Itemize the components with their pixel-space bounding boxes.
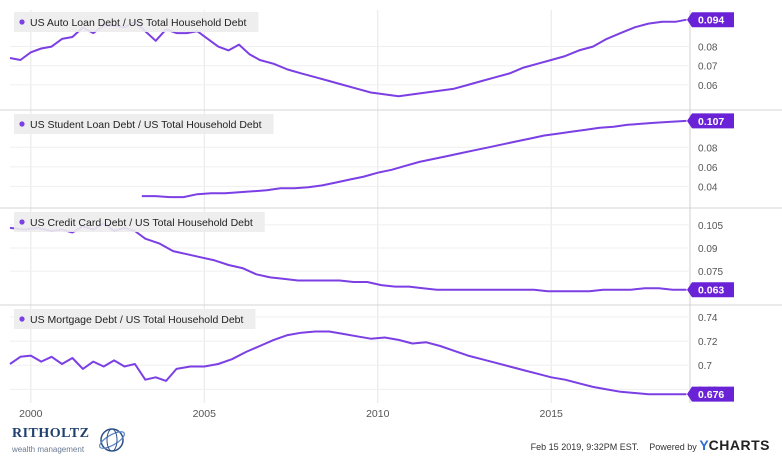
y-tick-label: 0.105 xyxy=(698,221,723,232)
series-title: US Auto Loan Debt / US Total Household D… xyxy=(30,17,246,29)
logo-subtitle: wealth management xyxy=(12,445,85,454)
title-label-background xyxy=(14,114,274,134)
timestamp: Feb 15 2019, 9:32PM EST. xyxy=(530,442,639,452)
footer-attribution: Feb 15 2019, 9:32PM EST. Powered by YCHA… xyxy=(531,437,770,453)
y-tick-label: 0.09 xyxy=(698,244,718,255)
legend-dot-icon xyxy=(19,121,25,127)
last-value-badge xyxy=(687,113,734,129)
powered-by-text: Powered by xyxy=(649,442,697,452)
chart-svg: 0.06 0.07 0.08 US Auto Loan Debt / US Total… xyxy=(0,10,782,420)
y-tick-label: 0.72 xyxy=(698,337,718,348)
x-tick-label: 2000 xyxy=(19,408,43,420)
last-value-badge xyxy=(687,282,734,298)
last-value-label: 0.063 xyxy=(698,285,724,297)
last-value-badge xyxy=(687,386,734,402)
x-tick-label: 2015 xyxy=(540,408,564,420)
y-tick-label: 0.08 xyxy=(698,43,718,54)
ycharts-logo-text: CHARTS xyxy=(708,437,770,453)
y-tick-label: 0.075 xyxy=(698,267,723,278)
y-tick-label: 0.7 xyxy=(698,361,712,372)
last-value-label: 0.094 xyxy=(698,15,724,27)
x-tick-label: 2005 xyxy=(193,408,217,420)
ycharts-logo-y: Y xyxy=(699,437,709,453)
y-tick-label: 0.74 xyxy=(698,313,718,324)
y-tick-label: 0.07 xyxy=(698,62,718,73)
series-title: US Mortgage Debt / US Total Household De… xyxy=(30,314,244,326)
title-label-background xyxy=(14,212,265,232)
y-tick-label: 0.06 xyxy=(698,81,718,92)
last-value-badge xyxy=(687,12,734,28)
globe-logo-icon xyxy=(99,428,125,452)
series-line xyxy=(9,330,687,396)
x-tick-label: 2010 xyxy=(366,408,390,420)
title-label-background xyxy=(14,309,256,329)
legend-dot-icon xyxy=(19,219,25,225)
series-title: US Student Loan Debt / US Total Househol… xyxy=(30,119,262,131)
series-line xyxy=(141,119,687,199)
y-tick-label: 0.08 xyxy=(698,143,718,154)
chart-area: 0.06 0.07 0.08 US Auto Loan Debt / US Total… xyxy=(0,10,782,420)
y-tick-label: 0.06 xyxy=(698,163,718,174)
legend-dot-icon xyxy=(19,19,25,25)
last-value-label: 0.676 xyxy=(698,389,724,401)
series-line xyxy=(9,222,687,293)
title-label-background xyxy=(14,12,259,32)
legend-dot-icon xyxy=(19,316,25,322)
last-value-label: 0.107 xyxy=(698,116,724,128)
y-tick-label: 0.04 xyxy=(698,182,718,193)
series-title: US Credit Card Debt / US Total Household… xyxy=(30,217,253,229)
logo-name: RITHOLTZ xyxy=(12,426,90,441)
ritholtz-logo: RITHOLTZ wealth management xyxy=(10,424,130,458)
